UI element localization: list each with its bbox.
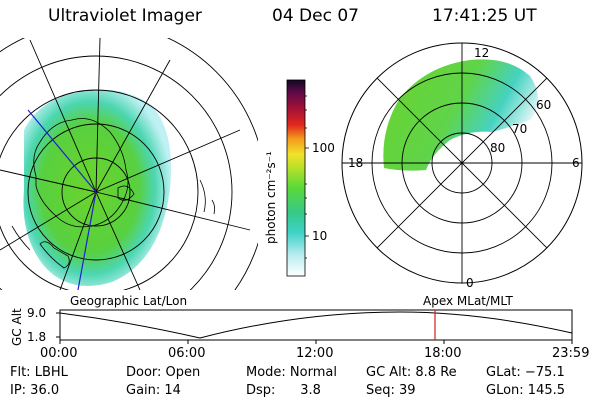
aurora-emission-left — [23, 89, 172, 287]
observation-date: 04 Dec 07 — [272, 6, 359, 26]
lon-lines — [0, 38, 251, 290]
time-tick-2359: 23:59 — [552, 346, 590, 361]
mlt-label-6: 6 — [572, 156, 580, 170]
polar-mlat-mlt-plot — [341, 42, 583, 284]
mlat-label-70: 70 — [512, 122, 528, 136]
filter-status: Flt: LBHL — [10, 365, 68, 380]
right-panel-label: Apex MLat/MLT — [423, 294, 513, 308]
altitude-curve — [59, 311, 573, 339]
terminator-line — [77, 191, 97, 290]
gain-status: Gain: 14 — [126, 383, 181, 398]
door-status: Door: Open — [126, 365, 201, 380]
altitude-ylabel: GC Alt — [10, 308, 24, 346]
continent-outline — [11, 118, 135, 269]
mode-status: Mode: Normal — [246, 365, 337, 380]
time-tick-0000: 00:00 — [40, 346, 78, 361]
left-panel-label: Geographic Lat/Lon — [70, 294, 188, 308]
gc-altitude-plot — [56, 309, 573, 344]
lat-circles — [0, 38, 258, 290]
colorbar-tick-100: 100 — [312, 141, 335, 155]
mlat-label-80: 80 — [490, 141, 506, 155]
geographic-map — [0, 38, 258, 290]
altitude-ytick-min: 1.8 — [27, 330, 47, 344]
glat-status: GLat: −75.1 — [486, 365, 565, 380]
colorbar-tick-10: 10 — [312, 229, 328, 243]
glon-status: GLon: 145.5 — [486, 383, 566, 398]
altitude-ytick-max: 9.0 — [27, 306, 47, 320]
instrument-title: Ultraviolet Imager — [48, 6, 202, 26]
noon-meridian-line — [27, 109, 97, 193]
colorbar — [286, 79, 306, 277]
mlt-label-12: 12 — [474, 46, 490, 60]
colorbar-ticks — [305, 95, 309, 259]
time-tick-1800: 18:00 — [424, 346, 462, 361]
mlt-label-18: 18 — [348, 156, 364, 170]
mlt-label-0: 0 — [466, 276, 474, 290]
gc-altitude-status: GC Alt: 8.8 Re — [366, 365, 457, 380]
colorbar-unit-label: photon cm⁻²s⁻¹ — [264, 151, 278, 244]
mlat-label-60: 60 — [536, 98, 552, 112]
island-outline — [199, 179, 216, 215]
observation-time: 17:41:25 UT — [432, 6, 537, 26]
ip-status: IP: 36.0 — [10, 383, 60, 398]
dsp-status: Dsp: 3.8 — [246, 383, 321, 398]
time-tick-1200: 12:00 — [296, 346, 334, 361]
time-tick-0600: 06:00 — [168, 346, 206, 361]
sequence-status: Seq: 39 — [366, 383, 416, 398]
aurora-emission-right — [383, 59, 538, 171]
